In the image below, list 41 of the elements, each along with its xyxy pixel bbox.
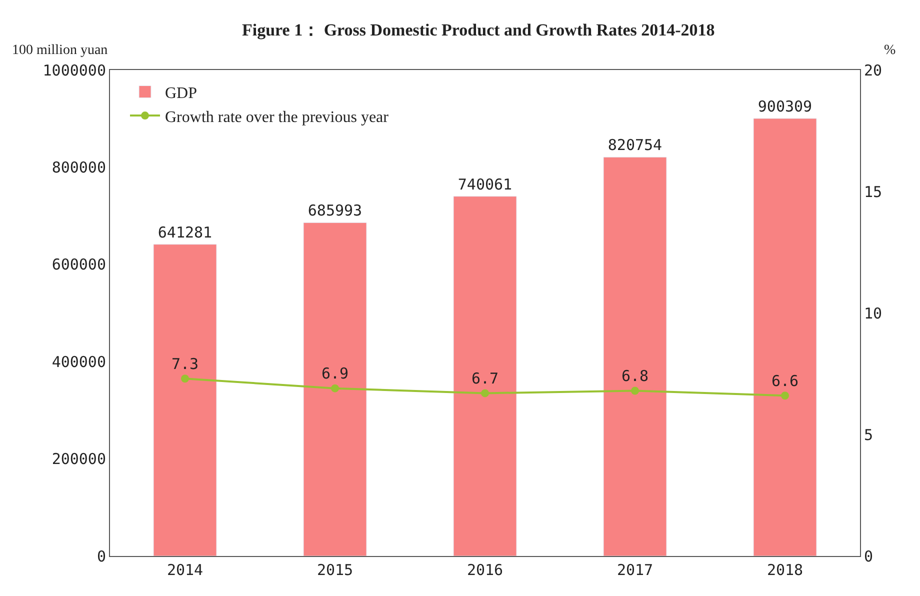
y2-tick-label: 5 (864, 426, 874, 444)
data-label: 740061 (458, 175, 512, 194)
bar (753, 118, 817, 556)
x-tick-label: 2015 (316, 561, 354, 579)
data-label: 641281 (158, 223, 212, 242)
data-label: 820754 (608, 136, 662, 154)
y-axis-title: 100 million yuan (12, 43, 108, 58)
bar (603, 156, 667, 556)
data-label: 900309 (758, 97, 812, 116)
y-tick-label: 600000 (52, 256, 106, 274)
point (781, 392, 789, 400)
y-tick-label: 800000 (52, 158, 106, 176)
point (331, 384, 339, 392)
data-label: 6.7 (471, 369, 499, 388)
point (481, 389, 489, 398)
y2-tick-label: 20 (864, 61, 882, 80)
chart-title: Figure 1： Gross Domestic Product and Growth Rates 2014-2018 (242, 20, 715, 40)
data-label: 685993 (308, 202, 362, 220)
bar (453, 196, 517, 556)
y2-axis-title: % (884, 43, 896, 58)
x-tick-label: 2016 (466, 561, 504, 579)
bar (303, 222, 367, 556)
point (631, 386, 639, 395)
bar (153, 244, 217, 556)
data-label: 7.3 (171, 354, 199, 373)
x-tick-label: 2017 (616, 561, 654, 579)
y-tick-label: 0 (96, 547, 106, 566)
point (181, 374, 189, 383)
y2-tick-label: 15 (864, 182, 882, 201)
legend-label: GDP (165, 85, 198, 102)
data-label: 6.6 (771, 372, 799, 390)
y-tick-label: 400000 (52, 352, 106, 371)
y2-tick-label: 0 (864, 547, 874, 566)
data-label: 6.8 (621, 367, 649, 386)
x-tick-label: 2018 (766, 561, 804, 579)
legend-label: Growth rate over the previous year (165, 108, 390, 126)
data-label: 6.9 (321, 364, 349, 383)
y-tick-label: 200000 (52, 450, 106, 468)
x-tick-label: 2014 (166, 561, 204, 579)
y-tick-label: 1000000 (42, 61, 106, 80)
y2-tick-label: 10 (864, 304, 882, 322)
